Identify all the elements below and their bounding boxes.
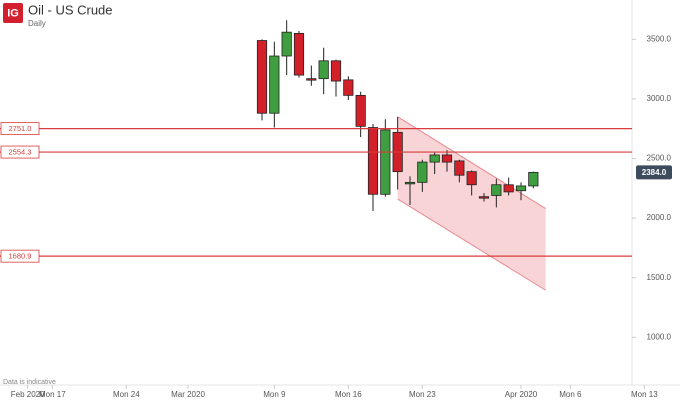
- logo-text: IG: [7, 7, 19, 19]
- x-tick-label: Mon 16: [335, 390, 362, 399]
- x-tick-label: Mar 2020: [171, 390, 205, 399]
- level-label: 2751.0: [9, 124, 32, 133]
- y-tick-label: 2000.0: [647, 213, 672, 222]
- y-tick-label: 3500.0: [647, 34, 672, 43]
- candle-body: [429, 154, 440, 163]
- candle-body: [355, 94, 366, 127]
- candle-body: [404, 181, 416, 185]
- candle-body: [343, 79, 354, 96]
- level-label: 1680.9: [9, 252, 32, 261]
- candle-body: [367, 127, 379, 195]
- x-tick-label: Mon 17: [39, 390, 66, 399]
- level-box: [0, 249, 40, 263]
- chart-subtitle: Daily: [28, 19, 46, 28]
- candle-body: [466, 171, 477, 186]
- level-box: [0, 122, 40, 136]
- candle-body: [528, 171, 539, 187]
- x-tick-label: Mon 9: [263, 390, 286, 399]
- y-tick-label: 1000.0: [647, 332, 672, 341]
- price-tag-label: 2384.0: [642, 168, 667, 177]
- candle-body: [281, 31, 292, 57]
- footnote: Data is indicative: [3, 379, 56, 386]
- candle-body: [318, 60, 329, 80]
- candle-body: [491, 184, 502, 196]
- level-box: [0, 145, 40, 159]
- x-tick-label: Feb 2020: [11, 390, 45, 399]
- channel-line: [397, 198, 546, 291]
- x-tick-label: Mon 24: [113, 390, 140, 399]
- candle-body: [306, 78, 317, 81]
- candle-body: [380, 129, 391, 195]
- candle-body: [330, 60, 342, 82]
- chart-title: Oil - US Crude: [28, 2, 113, 17]
- x-tick-label: Mon 6: [559, 390, 582, 399]
- y-tick-label: 2500.0: [647, 154, 672, 163]
- y-tick-label: 1500.0: [647, 273, 672, 282]
- x-tick-label: Mon 23: [409, 390, 436, 399]
- level-label: 2554.3: [9, 148, 32, 157]
- price-tag: [636, 165, 672, 180]
- candle-body: [454, 160, 465, 176]
- candle-body: [417, 161, 428, 183]
- x-tick-label: Apr 2020: [505, 390, 538, 399]
- x-tick-label: Mon 13: [631, 390, 658, 399]
- candle-body: [256, 40, 268, 114]
- candle-body: [478, 196, 490, 199]
- candle-body: [503, 184, 514, 193]
- candle-body: [441, 154, 453, 163]
- candle-body: [515, 185, 527, 192]
- logo: [3, 3, 23, 23]
- candle-body: [269, 55, 280, 114]
- y-tick-label: 3000.0: [647, 94, 672, 103]
- candle-body: [293, 32, 305, 76]
